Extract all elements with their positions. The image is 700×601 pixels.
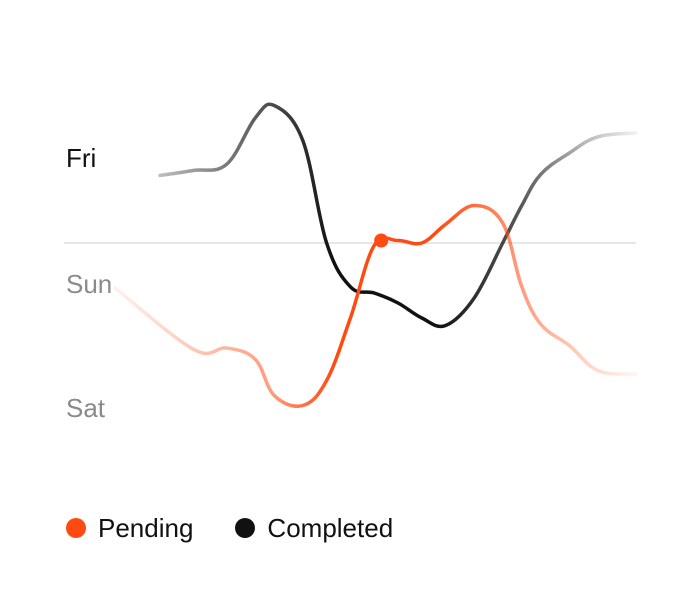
y-tick-label-sat: Sat (66, 393, 106, 423)
legend-label-pending: Pending (98, 513, 194, 543)
y-tick-label-sun: Sun (66, 269, 112, 299)
legend-swatch-completed (235, 518, 256, 538)
legend-label-completed: Completed (267, 513, 394, 543)
legend-item-completed[interactable]: Completed (235, 510, 393, 546)
y-axis-labels: Fri Sun Sat (66, 143, 112, 423)
legend-swatch-pending (66, 518, 86, 538)
legend-item-pending[interactable]: Pending (66, 510, 193, 546)
legend: Pending Completed (66, 510, 393, 546)
series-line-pending (113, 203, 638, 408)
series-layer (113, 102, 638, 408)
highlight-point-pending[interactable] (374, 233, 389, 248)
series-line-completed (158, 102, 638, 329)
y-tick-label-fri: Fri (66, 143, 96, 173)
